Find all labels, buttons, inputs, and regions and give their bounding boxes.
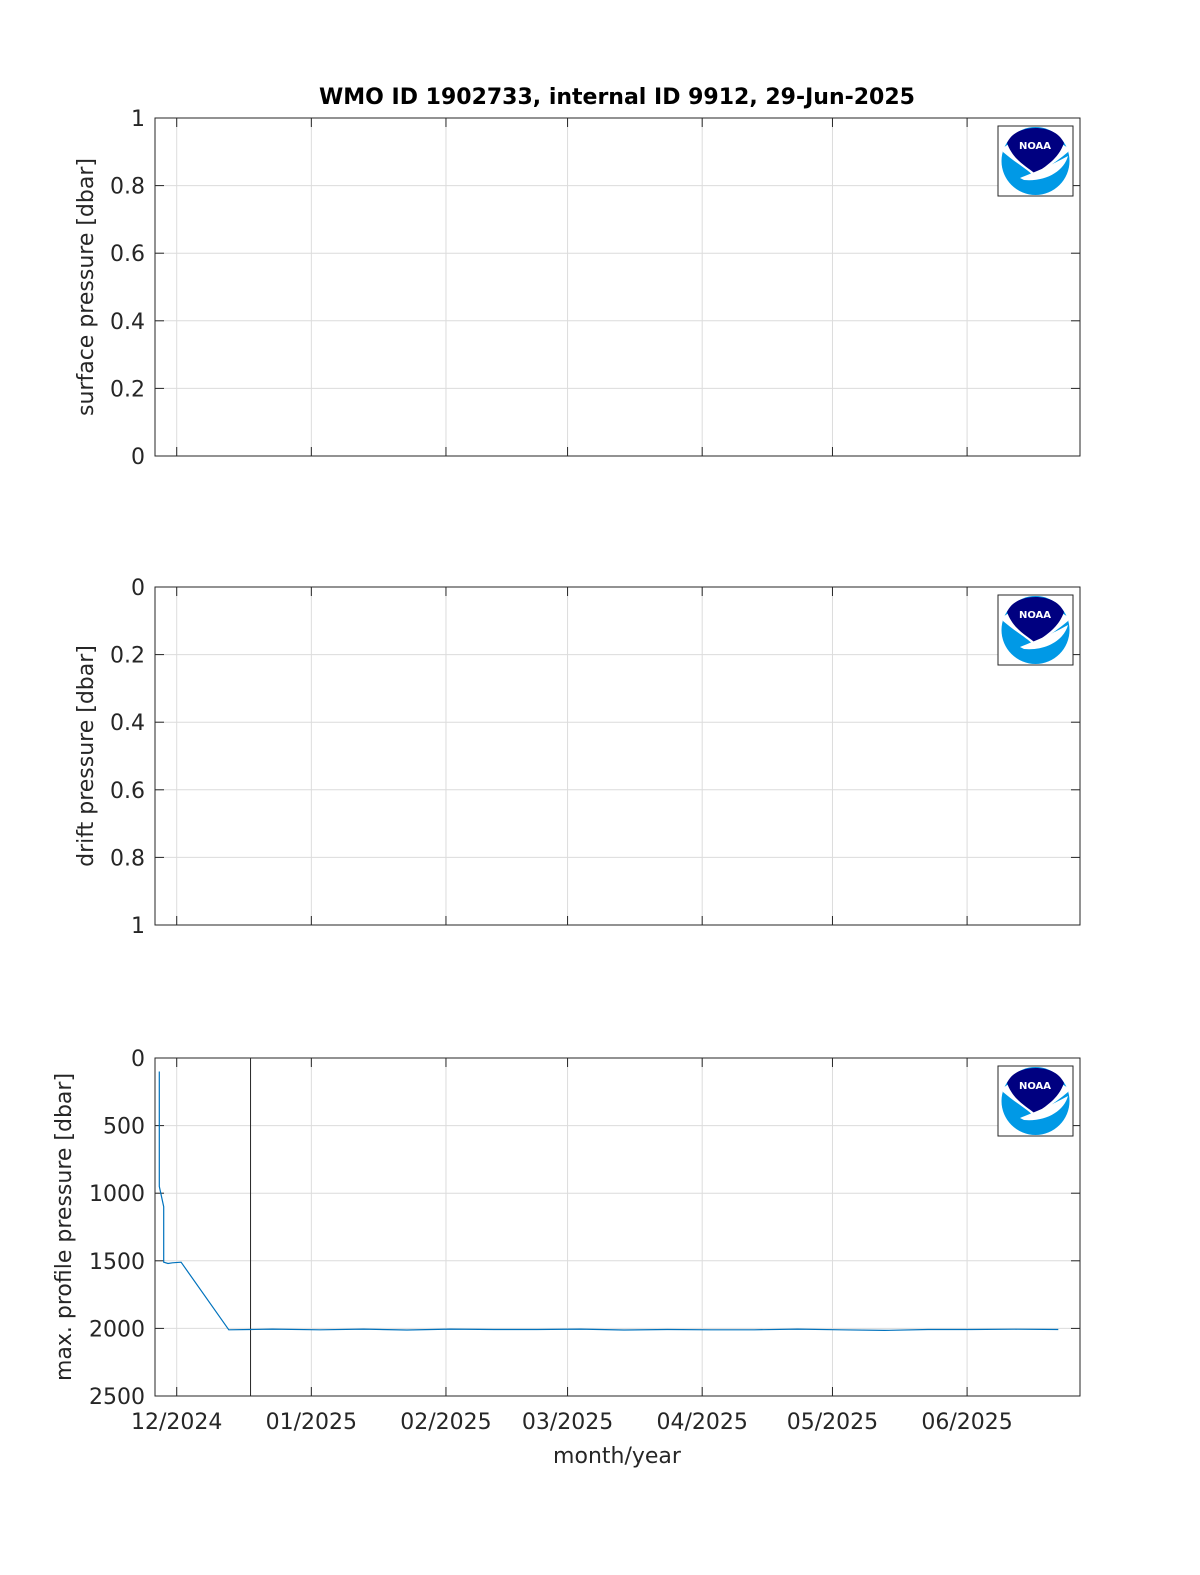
x-tick-label: 05/2025: [787, 1410, 878, 1435]
surface-pressure-y-axis-label: surface pressure [dbar]: [74, 158, 99, 416]
figure-title: WMO ID 1902733, internal ID 9912, 29-Jun…: [319, 85, 915, 110]
max-profile-pressure-gridlines: [155, 1057, 1080, 1397]
y-tick-label: 0.2: [110, 644, 145, 669]
x-tick-label: 01/2025: [266, 1410, 357, 1435]
noaa-logo-text: NOAA: [1019, 610, 1051, 621]
y-tick-label: 1: [131, 107, 145, 132]
drift-pressure-axes: 0 0.2 0.4 0.6 0.8 1 drift pressure [dbar] NOA…: [74, 576, 1081, 939]
y-tick-label: 0.8: [110, 175, 145, 200]
noaa-logo-icon: [997, 125, 1074, 197]
surface-pressure-axes: 0 0.2 0.4 0.6 0.8 1 surface pressure [dbar] N…: [74, 107, 1081, 470]
x-axis-label: month/year: [553, 1444, 682, 1469]
y-tick-label: 0.4: [110, 310, 145, 335]
noaa-logo-text: NOAA: [1019, 141, 1051, 152]
x-tick-label: 04/2025: [656, 1410, 747, 1435]
surface-pressure-ticks: 0 0.2 0.4 0.6 0.8 1: [110, 107, 1080, 470]
drift-pressure-plot-frame: [154, 586, 1081, 926]
max-profile-pressure-axes: 12/2024 01/2025 02/2025 03/2025 04/2025 05/20…: [52, 1047, 1081, 1435]
drift-pressure-ticks: 0 0.2 0.4 0.6 0.8 1: [110, 576, 1080, 939]
y-tick-label: 0.6: [110, 779, 145, 804]
x-tick-label: 12/2024: [131, 1410, 222, 1435]
y-tick-label: 0: [131, 1047, 145, 1072]
y-tick-label: 1500: [89, 1250, 145, 1275]
x-tick-label: 06/2025: [921, 1410, 1012, 1435]
noaa-logo-text: NOAA: [1019, 1081, 1051, 1092]
max-profile-pressure-ticks: 12/2024 01/2025 02/2025 03/2025 04/2025 05/20…: [89, 1047, 1080, 1435]
surface-pressure-gridlines: [155, 117, 1080, 457]
x-tick-label: 03/2025: [522, 1410, 613, 1435]
y-tick-label: 0.2: [110, 377, 145, 402]
y-tick-label: 2000: [89, 1317, 145, 1342]
y-tick-label: 0: [131, 445, 145, 470]
drift-pressure-y-axis-label: drift pressure [dbar]: [74, 645, 99, 867]
x-tick-label: 02/2025: [400, 1410, 491, 1435]
max-profile-pressure-y-axis-label: max. profile pressure [dbar]: [52, 1073, 77, 1381]
y-tick-label: 0.4: [110, 711, 145, 736]
y-tick-label: 1000: [89, 1182, 145, 1207]
y-tick-label: 2500: [89, 1385, 145, 1410]
drift-pressure-gridlines: [155, 586, 1080, 926]
noaa-logo-icon: [997, 594, 1074, 666]
y-tick-label: 0: [131, 576, 145, 601]
y-tick-label: 1: [131, 914, 145, 939]
y-tick-label: 0.6: [110, 242, 145, 267]
noaa-logo-icon: [997, 1065, 1074, 1137]
max-profile-pressure-series: [158, 1058, 1059, 1396]
max-profile-pressure-plot-frame: [154, 1057, 1081, 1397]
series-line: [158, 1071, 1059, 1332]
y-tick-label: 500: [103, 1115, 145, 1140]
surface-pressure-plot-frame: [154, 117, 1081, 457]
y-tick-label: 0.8: [110, 846, 145, 871]
